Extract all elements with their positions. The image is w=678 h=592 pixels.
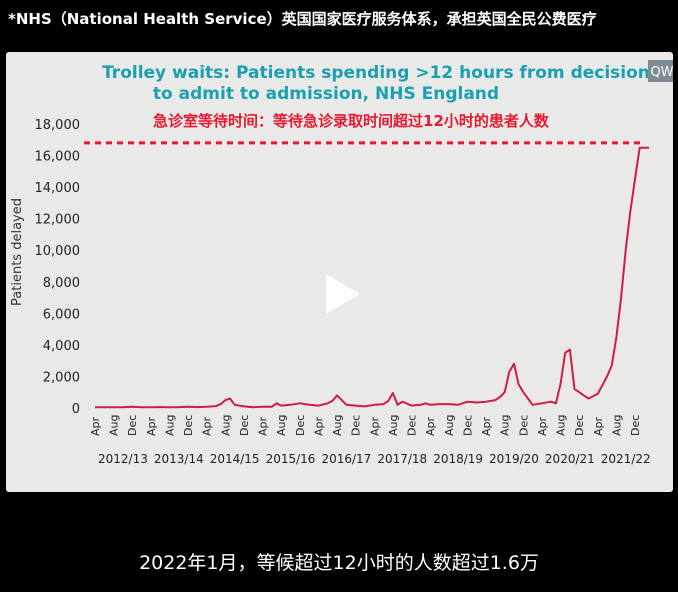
top-caption: *NHS（National Health Service）英国国家医疗服务体系，… — [8, 10, 597, 28]
year-label: 2018/19 — [433, 452, 483, 466]
year-label: 2016/17 — [321, 452, 371, 466]
x-tick-label: Dec — [461, 415, 474, 436]
x-tick-label: Apr — [480, 416, 493, 436]
chart-title-line1: Trolley waits: Patients spending >12 hou… — [102, 63, 650, 83]
x-tick-label: Aug — [331, 415, 344, 436]
year-label: 2017/18 — [377, 452, 427, 466]
x-tick-label: Dec — [406, 415, 419, 436]
year-label: 2019/20 — [489, 452, 539, 466]
y-tick-label: 0 — [72, 402, 80, 417]
series-line — [95, 146, 649, 409]
y-tick-label: 18,000 — [35, 118, 81, 133]
y-tick-label: 16,000 — [35, 150, 81, 165]
logo-text: QW — [650, 65, 673, 80]
y-tick-label: 8,000 — [43, 276, 80, 291]
year-label: 2015/16 — [266, 452, 316, 466]
x-tick-label: Aug — [219, 415, 232, 436]
y-tick-label: 4,000 — [43, 339, 80, 354]
video-subtitle: 2022年1月，等候超过12小时的人数超过1.6万 — [139, 552, 539, 574]
year-label: 2020/21 — [545, 452, 595, 466]
year-labels: 2012/13 2013/14 2014/15 2015/16 2016/17 2017/… — [98, 452, 651, 466]
series-group — [95, 146, 649, 409]
x-tick-label: Aug — [108, 415, 121, 436]
y-tick-label: 14,000 — [35, 181, 81, 196]
year-label: 2012/13 — [98, 452, 148, 466]
x-tick-label: Aug — [275, 415, 288, 436]
x-tick-label: Apr — [201, 416, 214, 436]
x-tick-label: Apr — [257, 416, 270, 436]
year-label: 2014/15 — [210, 452, 260, 466]
x-tick-label: Aug — [555, 415, 568, 436]
x-tick-label: Dec — [294, 415, 307, 436]
x-tick-label: Apr — [592, 416, 605, 436]
y-tick-label: 10,000 — [35, 244, 81, 259]
x-tick-label: Dec — [182, 415, 195, 436]
chart-panel: Trolley waits: Patients spending >12 hou… — [6, 52, 673, 492]
y-tick-label: 12,000 — [35, 213, 81, 228]
y-tick-labels: 0 2,000 4,000 6,000 8,000 10,000 12,000 14,000 1… — [35, 118, 81, 417]
x-tick-label: Dec — [573, 415, 586, 436]
x-tick-label: Apr — [536, 416, 549, 436]
y-tick-label: 2,000 — [43, 370, 80, 385]
x-tick-labels: Apr Aug Dec Apr Aug Dec Apr Aug Dec Apr Aug Dec Apr A… — [89, 415, 642, 436]
play-icon[interactable] — [306, 262, 370, 326]
x-tick-label: Dec — [238, 415, 251, 436]
year-label: 2013/14 — [154, 452, 204, 466]
x-tick-label: Apr — [368, 416, 381, 436]
x-tick-label: Aug — [387, 415, 400, 436]
x-tick-label: Dec — [629, 415, 642, 436]
chart-title-line2: to admit to admission, NHS England — [153, 84, 499, 104]
x-tick-label: Dec — [517, 415, 530, 436]
x-tick-label: Apr — [424, 416, 437, 436]
y-tick-label: 6,000 — [43, 307, 80, 322]
y-axis-label: Patients delayed — [10, 198, 25, 306]
year-label: 2021/22 — [601, 452, 651, 466]
x-tick-label: Aug — [443, 415, 456, 436]
x-tick-label: Aug — [610, 415, 623, 436]
x-tick-label: Apr — [312, 416, 325, 436]
logo-box — [648, 60, 673, 82]
trolley-waits-chart: Trolley waits: Patients spending >12 hou… — [10, 60, 673, 466]
x-tick-label: Dec — [350, 415, 363, 436]
x-tick-label: Aug — [163, 415, 176, 436]
x-tick-label: Apr — [89, 416, 102, 436]
chart-subtitle-zh: 急诊室等待时间：等待急诊录取时间超过12小时的患者人数 — [153, 112, 550, 130]
x-tick-label: Aug — [499, 415, 512, 436]
x-tick-label: Apr — [145, 416, 158, 436]
x-tick-label: Dec — [126, 415, 139, 436]
